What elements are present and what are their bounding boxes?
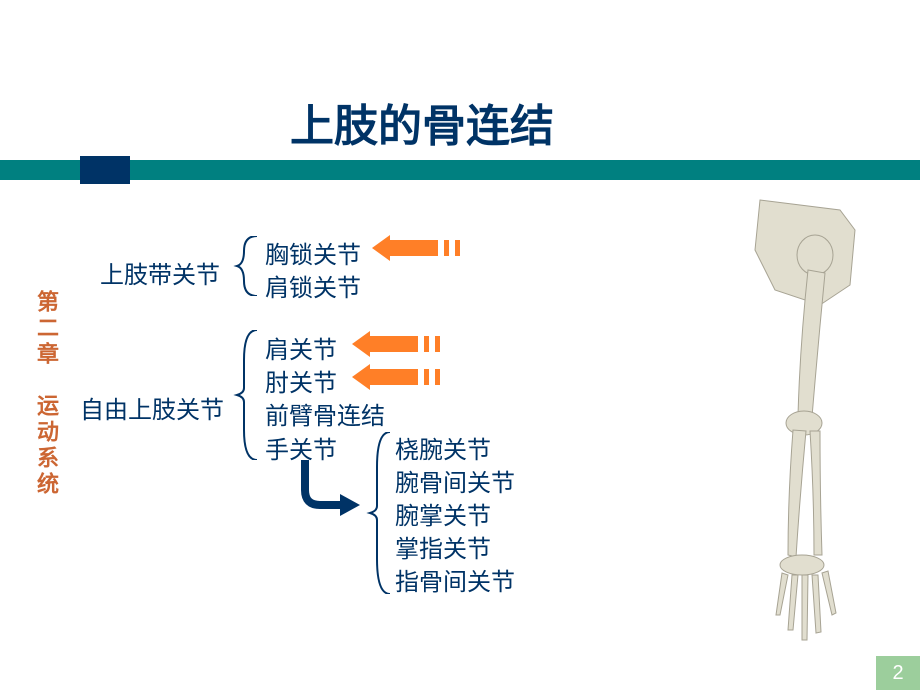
group2-item-1: 肘关节 [265,363,337,398]
group1-brace [232,236,262,296]
arrow-body [390,240,438,256]
arrow-body [370,369,418,385]
arrow-head-icon [352,364,370,390]
group2-item-2: 前臂骨连结 [265,396,385,431]
title-underline-accent [80,156,130,184]
hand-item-4: 指骨间关节 [395,562,515,597]
title-underline-bar [0,160,920,180]
page-number: 2 [876,656,920,690]
arrow-tail-2 [455,240,460,256]
hand-brace [365,432,395,594]
arrow-tail-1 [424,336,429,352]
arrow-body [370,336,418,352]
arrow-tail-2 [435,369,440,385]
arrow-tail-1 [424,369,429,385]
arrow-tail-2 [435,336,440,352]
group2-brace [232,330,262,460]
group2-item-0: 肩关节 [265,330,337,365]
arrow-head-icon [372,235,390,261]
slide-title: 上肢的骨连结 [290,90,554,154]
arrow-tail-1 [444,240,449,256]
hand-item-0: 桡腕关节 [395,430,491,465]
hand-item-3: 掌指关节 [395,529,491,564]
group2-label: 自由上肢关节 [80,390,224,425]
chapter-sidebar: 第二章 运动系统 [30,290,62,498]
group1-label: 上肢带关节 [100,255,220,290]
curve-arrow-icon [290,460,365,520]
upper-limb-bone-image [680,195,890,650]
hand-item-1: 腕骨间关节 [395,463,515,498]
group1-item-1: 肩锁关节 [265,268,361,303]
group1-item-0: 胸锁关节 [265,235,361,270]
arrow-head-icon [352,331,370,357]
hand-item-2: 腕掌关节 [395,496,491,531]
